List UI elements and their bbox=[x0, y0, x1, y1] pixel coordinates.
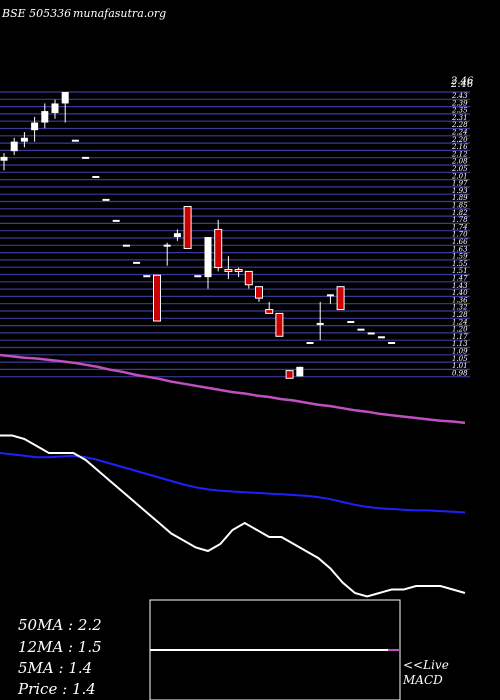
candle-body-37 bbox=[377, 336, 385, 339]
price-tick-5: 2.24 bbox=[451, 129, 468, 137]
candle-body-4 bbox=[41, 111, 49, 123]
price-tick-32: 1.20 bbox=[452, 326, 468, 334]
candlestick-series bbox=[0, 92, 396, 379]
candle-body-11 bbox=[112, 219, 120, 222]
price-tick-34: 1.13 bbox=[452, 340, 468, 348]
candle-body-20 bbox=[204, 237, 212, 278]
candle-body-29 bbox=[296, 366, 304, 377]
candle-body-0 bbox=[0, 156, 8, 161]
price-tick-25: 1.47 bbox=[452, 275, 468, 283]
price-tick-20: 1.66 bbox=[452, 238, 468, 246]
candle-body-35 bbox=[357, 328, 365, 331]
price-tick-label-1: 2.46 bbox=[450, 79, 474, 90]
candle-body-18 bbox=[183, 206, 192, 249]
ma50-line bbox=[0, 353, 466, 425]
moving-average-lines bbox=[0, 353, 466, 598]
candle-body-28 bbox=[285, 370, 294, 379]
candle-body-9 bbox=[92, 175, 100, 178]
price-tick-24: 1.51 bbox=[452, 267, 468, 275]
candle-body-27 bbox=[275, 312, 284, 337]
candle-body-10 bbox=[102, 198, 110, 201]
ma5-line bbox=[0, 434, 466, 598]
candle-body-12 bbox=[122, 244, 130, 247]
chart-title: BSE 505336 bbox=[1, 7, 71, 20]
price-tick-29: 1.32 bbox=[452, 304, 468, 312]
candle-body-8 bbox=[82, 156, 90, 159]
price-tick-23: 1.55 bbox=[452, 260, 468, 268]
stat-ma12: 12MA : 1.5 bbox=[18, 638, 102, 656]
candle-body-22 bbox=[224, 268, 233, 272]
stat-ma50: 50MA : 2.2 bbox=[18, 616, 102, 634]
price-tick-7: 2.16 bbox=[451, 143, 468, 151]
price-tick-10: 2.05 bbox=[451, 165, 468, 173]
site-label: munafasutra.org bbox=[73, 7, 166, 20]
candle-body-17 bbox=[173, 233, 181, 238]
candle-body-1 bbox=[10, 141, 18, 152]
price-tick-1: 2.39 bbox=[451, 99, 468, 107]
candle-body-19 bbox=[194, 275, 202, 278]
candle-body-5 bbox=[51, 103, 59, 113]
price-tick-label-0: 2.46 bbox=[450, 76, 474, 87]
price-tick-37: 1.01 bbox=[452, 362, 468, 370]
price-tick-0: 2.43 bbox=[451, 92, 468, 100]
price-tick-28: 1.36 bbox=[452, 296, 468, 304]
candle-body-16 bbox=[163, 244, 171, 247]
ma12-line bbox=[0, 452, 466, 514]
candle-body-32 bbox=[326, 294, 334, 297]
price-tick-18: 1.74 bbox=[452, 223, 468, 231]
price-tick-14: 1.89 bbox=[452, 194, 468, 202]
price-tick-31: 1.24 bbox=[452, 318, 468, 326]
price-axis-labels: 2.462.462.432.392.352.312.282.242.202.16… bbox=[450, 76, 474, 377]
candle-body-25 bbox=[255, 286, 263, 299]
candle-body-23 bbox=[234, 268, 243, 272]
live-link[interactable]: <<Live bbox=[403, 658, 449, 672]
price-tick-35: 1.09 bbox=[452, 348, 468, 356]
price-tick-15: 1.85 bbox=[452, 202, 468, 210]
candle-body-13 bbox=[133, 261, 141, 264]
price-tick-3: 2.31 bbox=[451, 114, 468, 122]
candle-body-3 bbox=[31, 122, 39, 131]
candle-body-6 bbox=[61, 92, 69, 104]
price-tick-12: 1.97 bbox=[452, 180, 468, 188]
price-tick-36: 1.05 bbox=[452, 355, 468, 363]
candle-body-38 bbox=[388, 342, 396, 345]
candle-body-7 bbox=[71, 139, 79, 142]
price-tick-13: 1.93 bbox=[452, 187, 468, 195]
price-tick-27: 1.40 bbox=[452, 289, 468, 297]
price-tick-2: 2.35 bbox=[451, 107, 468, 115]
price-gridlines bbox=[0, 91, 470, 378]
stats-legend: 50MA : 2.2 12MA : 1.5 5MA : 1.4 Price : … bbox=[17, 616, 102, 698]
price-tick-11: 2.01 bbox=[451, 172, 468, 180]
macd-label: MACD bbox=[402, 673, 443, 687]
price-tick-16: 1.82 bbox=[452, 209, 468, 217]
candle-body-31 bbox=[316, 322, 324, 325]
price-tick-8: 2.12 bbox=[451, 150, 468, 158]
candle-body-14 bbox=[143, 275, 151, 278]
macd-panel bbox=[149, 599, 401, 700]
price-tick-33: 1.17 bbox=[452, 333, 468, 341]
stat-ma5: 5MA : 1.4 bbox=[18, 659, 92, 677]
candle-body-34 bbox=[347, 321, 355, 324]
candle-body-21 bbox=[214, 228, 223, 269]
candle-body-2 bbox=[20, 137, 28, 142]
candle-body-36 bbox=[367, 332, 375, 335]
price-tick-26: 1.43 bbox=[452, 282, 468, 290]
price-tick-22: 1.59 bbox=[452, 253, 468, 261]
price-tick-38: 0.98 bbox=[452, 369, 468, 377]
price-tick-6: 2.20 bbox=[451, 136, 468, 144]
price-tick-19: 1.70 bbox=[452, 231, 468, 239]
candle-body-24 bbox=[244, 270, 253, 286]
stat-price: Price : 1.4 bbox=[17, 680, 96, 698]
candle-body-26 bbox=[265, 309, 274, 314]
price-tick-21: 1.63 bbox=[452, 245, 468, 253]
candle-body-15 bbox=[153, 274, 161, 322]
candle-body-33 bbox=[336, 286, 345, 311]
price-tick-4: 2.28 bbox=[451, 121, 468, 129]
candle-body-30 bbox=[306, 342, 314, 345]
price-tick-17: 1.78 bbox=[452, 216, 468, 224]
price-tick-30: 1.28 bbox=[452, 311, 468, 319]
price-tick-9: 2.08 bbox=[451, 158, 468, 166]
